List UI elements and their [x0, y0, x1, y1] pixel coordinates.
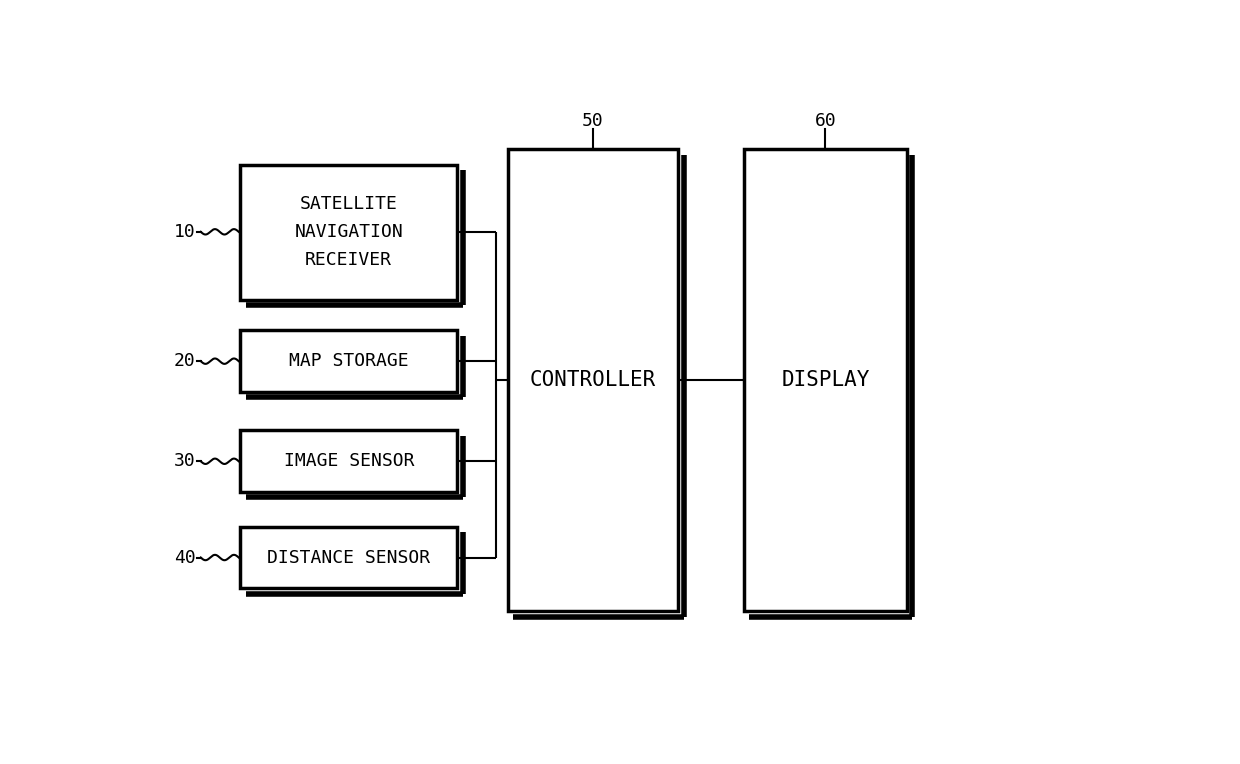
Text: IMAGE SENSOR: IMAGE SENSOR [284, 452, 414, 471]
Text: MAP STORAGE: MAP STORAGE [289, 352, 408, 371]
Bar [241, 165, 458, 299]
Text: SATELLITE
NAVIGATION
RECEIVER: SATELLITE NAVIGATION RECEIVER [294, 196, 403, 269]
Bar [241, 330, 458, 392]
Bar [744, 150, 906, 611]
Text: 50: 50 [582, 112, 604, 130]
Text: 20: 20 [174, 352, 196, 371]
Text: DISPLAY: DISPLAY [781, 371, 869, 390]
Text: CONTROLLER: CONTROLLER [529, 371, 656, 390]
Bar [507, 150, 678, 611]
Text: 40: 40 [174, 549, 196, 567]
Text: 60: 60 [815, 112, 836, 130]
Bar [241, 430, 458, 492]
Text: 30: 30 [174, 452, 196, 471]
Text: 10: 10 [174, 223, 196, 241]
Bar [241, 526, 458, 588]
Text: DISTANCE SENSOR: DISTANCE SENSOR [267, 549, 430, 567]
